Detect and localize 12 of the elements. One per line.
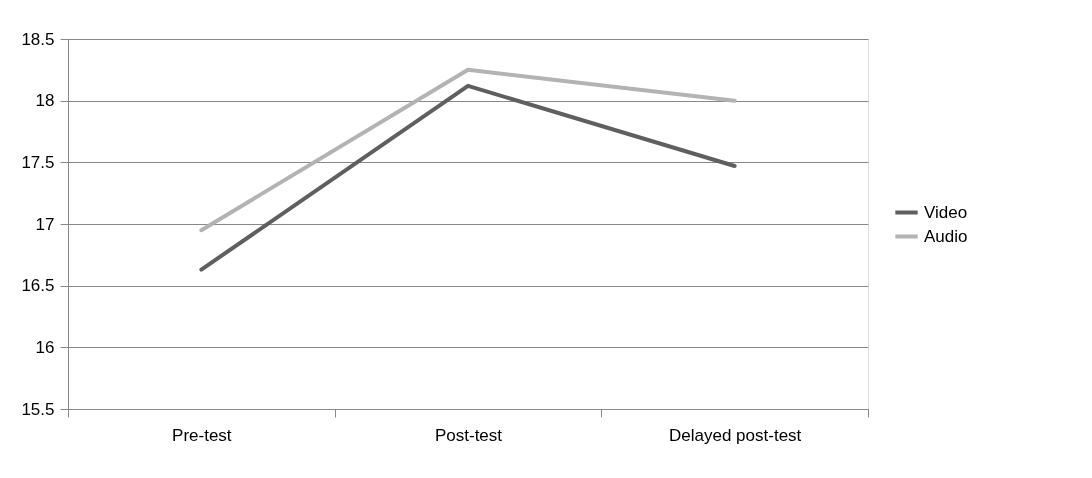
y-tick-label: 15.5 xyxy=(21,399,55,419)
legend-label: Audio xyxy=(924,226,968,246)
y-tick-label: 18.5 xyxy=(21,29,55,49)
y-tick-label: 17.5 xyxy=(21,152,55,172)
y-tick-label: 16.5 xyxy=(21,276,55,296)
x-tick-label: Delayed post-test xyxy=(669,425,802,445)
legend-label: Video xyxy=(924,202,968,222)
y-tick-label: 16 xyxy=(35,337,55,357)
y-tick-label: 17 xyxy=(35,214,55,234)
x-tick-label: Post-test xyxy=(434,425,503,445)
y-tick-label: 18 xyxy=(35,91,55,111)
x-tick-label: Pre-test xyxy=(172,425,232,445)
